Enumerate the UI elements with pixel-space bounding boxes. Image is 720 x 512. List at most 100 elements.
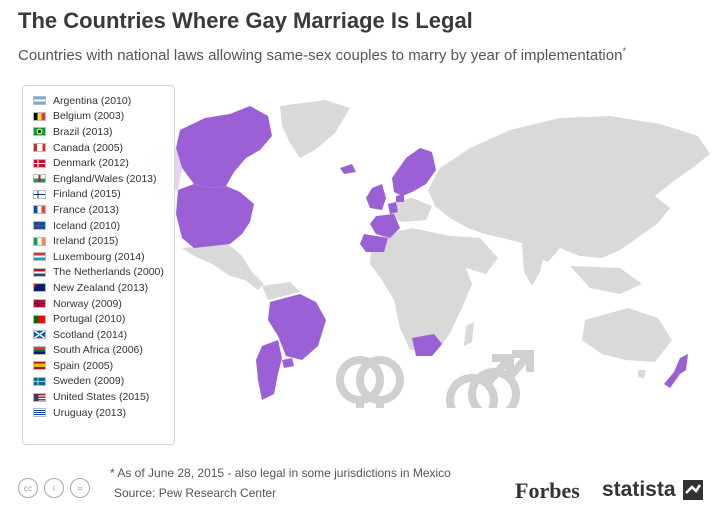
legend-item: Denmark (2012): [33, 155, 174, 171]
portugal-flag-icon: [33, 314, 46, 324]
norway-flag-icon: [33, 299, 46, 309]
france-flag-icon: [33, 205, 46, 215]
world-map: [150, 100, 710, 408]
legend-item-label: Sweden (2009): [53, 375, 125, 388]
africa-shape: [370, 228, 472, 350]
india-shape: [522, 244, 545, 286]
denmark-shape: [396, 194, 404, 202]
attribution-icon: i: [44, 478, 64, 498]
arabia-shape: [450, 236, 498, 274]
legend-item: Ireland (2015): [33, 233, 174, 249]
forbes-logo: Forbes: [515, 478, 580, 503]
female-symbols: [336, 356, 404, 408]
argentina-flag-icon: [33, 96, 46, 106]
legend: Argentina (2010) Belgium (2003) Brazil (20…: [22, 85, 175, 445]
legend-item: The Netherlands (2000): [33, 265, 174, 281]
uruguay-flag-icon: [33, 408, 46, 418]
legend-item-label: Uruguay (2013): [53, 406, 126, 419]
male-symbols: [446, 350, 534, 408]
australia-shape: [582, 308, 672, 362]
southeast-asia-shape: [570, 266, 642, 294]
united-states-shape: [176, 184, 254, 248]
legend-item: Scotland (2014): [33, 327, 174, 343]
legend-item-label: Luxembourg (2014): [53, 250, 145, 263]
legend-item: Brazil (2013): [33, 124, 174, 140]
france-shape: [370, 214, 400, 238]
greenland-shape: [280, 100, 350, 158]
legend-item-label: Canada (2005): [53, 141, 124, 154]
legend-item-label: France (2013): [53, 203, 119, 216]
legend-item-label: Scotland (2014): [53, 328, 128, 341]
legend-item: Portugal (2010): [33, 311, 174, 327]
legend-item-label: Denmark (2012): [53, 157, 129, 170]
male-symbol-arrow-right: [505, 355, 530, 381]
legend-item: Iceland (2010): [33, 218, 174, 234]
license-icons: cc i =: [18, 478, 90, 498]
legend-item: Canada (2005): [33, 140, 174, 156]
united-states-flag-icon: [33, 392, 46, 402]
canada-flag-icon: [33, 143, 46, 153]
legend-item-label: The Netherlands (2000): [53, 266, 164, 279]
canada-shape: [176, 106, 272, 188]
legend-item: New Zealand (2013): [33, 280, 174, 296]
mexico-shape: [182, 244, 264, 290]
no-derivatives-icon: =: [70, 478, 90, 498]
brazil-shape: [268, 294, 326, 360]
finland-flag-icon: [33, 189, 46, 199]
legend-item-label: Finland (2015): [53, 188, 121, 201]
male-symbol-arrowhead-right: [512, 350, 534, 372]
legend-item-label: South Africa (2006): [53, 344, 143, 357]
legend-item: Argentina (2010): [33, 93, 174, 109]
legend-item: England/Wales (2013): [33, 171, 174, 187]
iceland-flag-icon: [33, 221, 46, 231]
legend-item: Sweden (2009): [33, 374, 174, 390]
south-africa-flag-icon: [33, 345, 46, 355]
source-note: Source: Pew Research Center: [114, 486, 277, 500]
madagascar-shape: [464, 322, 474, 346]
legend-item: France (2013): [33, 202, 174, 218]
belgium-flag-icon: [33, 111, 46, 121]
new-zealand-shape: [664, 354, 688, 388]
legend-item: Spain (2005): [33, 358, 174, 374]
england-wales-flag-icon: [33, 174, 46, 184]
new-zealand-flag-icon: [33, 283, 46, 293]
scotland-flag-icon: [33, 330, 46, 340]
uk-ireland-shape: [366, 184, 386, 210]
iceland-shape: [340, 164, 356, 174]
tasmania-shape: [638, 370, 646, 378]
page-subtitle: Countries with national laws allowing sa…: [18, 46, 626, 64]
legend-item: Finland (2015): [33, 187, 174, 203]
legend-item-label: Portugal (2010): [53, 313, 126, 326]
eurasia-shape: [428, 116, 710, 262]
statista-mark-icon: [683, 480, 703, 500]
japan-shape: [642, 202, 654, 228]
denmark-flag-icon: [33, 158, 46, 168]
male-symbol-ring-left: [446, 374, 498, 408]
male-symbol-arrow-left: [483, 357, 512, 387]
legend-item-label: Ireland (2015): [53, 235, 119, 248]
legend-item-label: United States (2015): [53, 391, 150, 404]
iberia-shape: [360, 234, 388, 252]
sweden-flag-icon: [33, 376, 46, 386]
legend-item-label: Brazil (2013): [53, 125, 113, 138]
spain-flag-icon: [33, 361, 46, 371]
subtitle-footnote-mark: *: [622, 46, 626, 56]
land-masses: [182, 100, 710, 378]
legend-item-label: England/Wales (2013): [53, 172, 157, 185]
subtitle-text: Countries with national laws allowing sa…: [18, 47, 623, 64]
netherlands-flag-icon: [33, 267, 46, 277]
legend-item: Belgium (2003): [33, 109, 174, 125]
legend-item: Luxembourg (2014): [33, 249, 174, 265]
benelux-shape: [388, 202, 398, 214]
male-symbol-arrowhead-left: [492, 354, 514, 376]
luxembourg-flag-icon: [33, 252, 46, 262]
legend-item-label: New Zealand (2013): [53, 281, 149, 294]
legend-item: South Africa (2006): [33, 343, 174, 359]
nordics-shape: [392, 148, 436, 196]
statista-logo: statista: [602, 478, 676, 501]
legend-item-label: Iceland (2010): [53, 219, 121, 232]
legend-item: Norway (2009): [33, 296, 174, 312]
creative-commons-icon: cc: [18, 478, 38, 498]
ireland-flag-icon: [33, 236, 46, 246]
